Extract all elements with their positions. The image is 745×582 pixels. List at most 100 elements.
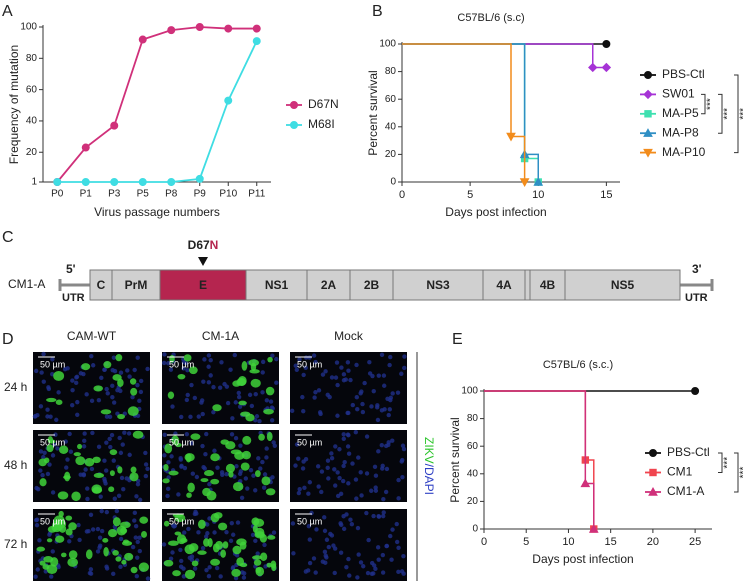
nucleus <box>249 403 255 409</box>
nucleus <box>346 451 352 456</box>
nucleus <box>182 465 188 471</box>
significance-bracket <box>734 74 739 154</box>
nucleus <box>373 488 379 493</box>
nucleus <box>138 378 144 384</box>
survival-line <box>402 43 539 182</box>
nucleus <box>212 448 217 453</box>
legend-label: SW01 <box>662 87 695 101</box>
nucleus <box>104 509 110 515</box>
infected-cell <box>48 439 56 444</box>
nucleus <box>380 570 386 575</box>
nucleus <box>166 460 171 465</box>
nucleus <box>396 496 401 501</box>
nucleus <box>77 537 82 543</box>
series-line <box>57 40 258 183</box>
scale-bar-label: 50 µm <box>40 359 65 369</box>
nucleus <box>143 450 148 456</box>
infected-cell <box>93 472 105 479</box>
nucleus <box>89 466 95 472</box>
nucleus <box>135 355 140 360</box>
nucleus <box>114 508 120 514</box>
nucleus <box>230 532 236 537</box>
nucleus <box>254 414 260 419</box>
infected-cell <box>213 512 223 519</box>
x-tick-label: 15 <box>605 536 617 548</box>
nucleus <box>358 560 364 565</box>
nucleus <box>133 535 138 540</box>
infected-cell <box>245 413 255 422</box>
nucleus <box>383 489 389 495</box>
nucleus <box>169 454 174 459</box>
marker <box>602 40 611 48</box>
nucleus <box>250 532 256 538</box>
nucleus <box>301 459 306 464</box>
nucleus <box>344 564 349 570</box>
genome-gap <box>524 269 531 301</box>
nucleus <box>373 566 378 572</box>
infected-cell <box>251 555 263 560</box>
nucleus <box>342 459 347 465</box>
x-tick-label: 25 <box>689 536 701 548</box>
nucleus <box>269 405 275 410</box>
nucleus <box>134 574 140 579</box>
nucleus <box>41 454 46 460</box>
nucleus <box>203 534 209 539</box>
nucleus <box>399 459 404 464</box>
nucleus <box>258 466 263 471</box>
nucleus <box>354 496 359 501</box>
nucleus <box>135 482 141 487</box>
legend-label: D67N <box>308 97 339 111</box>
nucleus <box>127 374 132 379</box>
x-tick-label: 15 <box>600 189 612 201</box>
infected-cell <box>236 538 247 546</box>
nucleus <box>99 508 104 514</box>
nucleus <box>215 465 220 470</box>
significance-label: *** <box>723 457 734 469</box>
nucleus <box>84 392 89 397</box>
infected-cell <box>71 491 81 502</box>
nucleus <box>271 440 276 445</box>
marker <box>252 24 261 33</box>
nucleus <box>390 391 395 396</box>
x-tick-label: P0 <box>51 189 64 200</box>
nucleus <box>401 553 406 559</box>
infected-cell <box>103 360 112 369</box>
nucleus <box>205 522 210 527</box>
nucleus <box>107 414 113 420</box>
nucleus <box>104 440 109 445</box>
nucleus <box>369 488 374 493</box>
nucleus <box>364 471 370 476</box>
nucleus <box>307 560 313 566</box>
infected-cell <box>129 378 137 385</box>
nucleus <box>272 443 278 448</box>
nucleus <box>224 529 229 535</box>
marker <box>224 96 233 105</box>
nucleus <box>218 574 223 579</box>
nucleus <box>329 451 334 456</box>
nucleus <box>207 516 212 521</box>
infected-cell <box>222 541 229 549</box>
nucleus <box>50 357 55 362</box>
infected-cell <box>124 552 134 561</box>
nucleus <box>255 551 260 556</box>
nucleus <box>192 566 198 571</box>
nucleus <box>50 549 55 554</box>
nucleus <box>119 475 125 481</box>
series-line <box>56 26 257 183</box>
infected-cell <box>73 452 81 457</box>
nucleus <box>234 464 239 469</box>
nucleus <box>70 378 75 383</box>
nucleus <box>345 410 350 416</box>
nucleus <box>145 466 150 472</box>
infected-cell <box>253 559 262 566</box>
nucleus <box>381 510 386 515</box>
nucleus <box>257 419 262 424</box>
infected-cell <box>77 443 83 450</box>
nucleus <box>35 567 40 572</box>
nucleus <box>33 574 38 579</box>
nucleus <box>111 355 117 360</box>
nucleus <box>303 365 308 370</box>
nucleus <box>356 552 361 557</box>
